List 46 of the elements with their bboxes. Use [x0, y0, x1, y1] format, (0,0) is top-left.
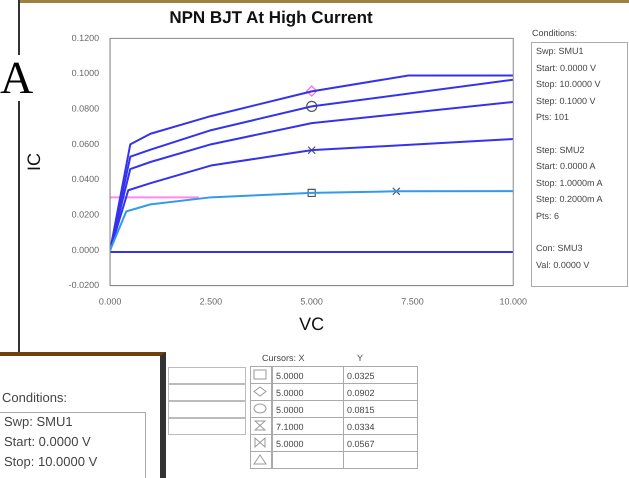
- y-axis-title: IC: [24, 153, 44, 171]
- text: Swp: SMU1: [4, 414, 73, 429]
- text: Con: SMU3: [536, 243, 583, 253]
- text: Start: 0.0000 V: [536, 62, 596, 72]
- text: Y: [357, 353, 364, 363]
- text: 7.1000: [272, 417, 344, 435]
- text: 0.0334: [343, 417, 418, 435]
- text: 0.0567: [343, 434, 418, 452]
- x-tick-label: 10.000: [499, 296, 527, 306]
- text: Step: SMU2: [536, 144, 585, 154]
- text: Val: 0.0000 V: [536, 260, 590, 270]
- text: Conditions:: [2, 390, 68, 405]
- text: 0.0902: [343, 383, 418, 401]
- x-axis-title: VC: [299, 314, 324, 334]
- text: A: [0, 52, 34, 103]
- y-tick-label: 0.0000: [72, 244, 100, 255]
- text: Conditions:: [532, 28, 578, 38]
- text: Step: 0.1000 V: [536, 96, 596, 106]
- x-tick-label: 5.000: [300, 296, 323, 306]
- y-tick-label: -0.0200: [68, 280, 100, 290]
- y-tick-label: 0.1000: [72, 68, 100, 78]
- y-tick-label: 0.0200: [72, 209, 100, 220]
- text: 5.0000: [272, 400, 344, 418]
- text: Start: 0.0000 V: [4, 434, 91, 449]
- text: Stop: 1.0000m A: [536, 178, 603, 188]
- x-tick-label: 7.500: [401, 296, 424, 306]
- chart-title: NPN BJT At High Current: [169, 8, 374, 27]
- text: Pts: 6: [536, 210, 560, 220]
- y-tick-label: 0.0400: [72, 174, 100, 184]
- text: Stop: 10.0000 V: [4, 454, 98, 469]
- text: 0.0325: [343, 366, 418, 384]
- text: 0.0815: [343, 400, 418, 418]
- x-tick-label: 0.000: [98, 296, 122, 306]
- text: Cursors: X: [262, 353, 305, 363]
- y-tick-label: 0.0800: [72, 104, 100, 114]
- text: Pts: 101: [536, 112, 570, 122]
- y-tick-label: 0.1200: [72, 32, 100, 43]
- x-tick-label: 2.500: [200, 296, 222, 306]
- text: 5.0000: [272, 366, 344, 384]
- text: Start: 0.0000 A: [536, 161, 596, 171]
- text: 5.0000: [272, 434, 344, 452]
- text: 5.0000: [272, 383, 344, 401]
- y-tick-label: 0.0600: [72, 138, 100, 149]
- text: Step: 0.2000m A: [536, 194, 603, 204]
- text: Stop: 10.0000 V: [536, 79, 601, 89]
- text: Swp: SMU1: [536, 46, 584, 56]
